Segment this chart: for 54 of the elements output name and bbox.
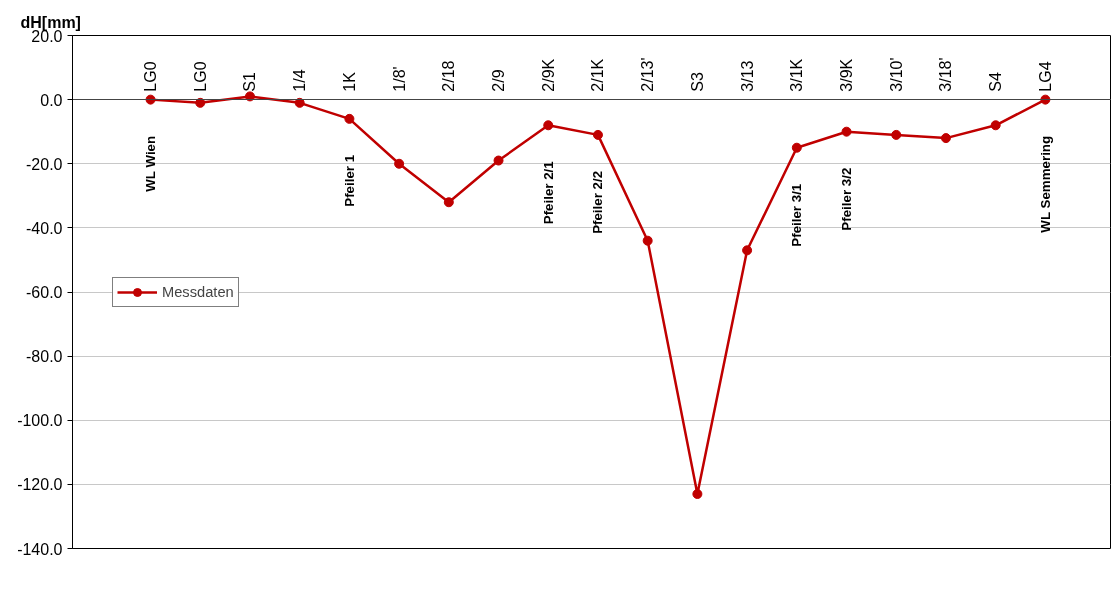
- y-tick-label: -80.0: [26, 348, 63, 366]
- point: [940, 133, 951, 144]
- point: [1040, 94, 1051, 105]
- x-tick-label: 2/9: [490, 69, 508, 92]
- point: [791, 142, 802, 153]
- point: [891, 129, 902, 140]
- x-tick-label: S3: [688, 71, 706, 92]
- point: [592, 129, 603, 140]
- x-tick-label: 2/18: [440, 60, 458, 92]
- annotation: Pfeiler 2/1: [540, 160, 556, 225]
- point: [543, 120, 554, 131]
- annotation: WL Wien: [143, 135, 159, 192]
- x-tick-label: 1K: [340, 71, 358, 92]
- x-tick-label: S4: [987, 71, 1005, 92]
- legend-label: Messdaten: [162, 283, 234, 300]
- annotation: Pfeiler 2/2: [590, 170, 606, 234]
- x-tick-label: 1/4: [291, 69, 309, 92]
- annotation: Pfeiler 3/1: [789, 183, 805, 247]
- y-tick-label: -140.0: [17, 540, 63, 558]
- x-tick-label: LG4: [1036, 61, 1054, 92]
- x-tick-label: S1: [241, 71, 259, 92]
- x-tick-label: 3/9K: [838, 58, 856, 92]
- x-tick-label: 3/13: [738, 60, 756, 92]
- point: [244, 91, 255, 102]
- point: [990, 120, 1001, 131]
- y-tick-label: -100.0: [17, 412, 63, 430]
- point: [841, 126, 852, 137]
- point: [692, 489, 703, 499]
- x-tick-label: 3/1K: [788, 58, 806, 92]
- point: [394, 158, 405, 169]
- x-tick-label: LG0: [142, 61, 160, 92]
- annotation: Pfeiler 1: [341, 154, 357, 207]
- y-tick-label: -60.0: [26, 284, 63, 301]
- point: [493, 155, 504, 166]
- x-tick-label: 2/13': [639, 57, 657, 92]
- x-tick-label: 2/9K: [539, 58, 557, 92]
- point: [195, 97, 206, 108]
- point: [344, 113, 355, 124]
- annotation: WL Semmering: [1037, 135, 1053, 233]
- x-tick-label: 3/18': [937, 57, 955, 92]
- annotation: Pfeiler 3/2: [839, 167, 855, 231]
- x-tick-label: 2/1K: [589, 58, 607, 92]
- y-tick-label: -40.0: [26, 219, 63, 237]
- y-tick-label: 0.0: [40, 91, 63, 109]
- point: [145, 94, 156, 105]
- x-tick-label: 3/10': [887, 57, 905, 92]
- point: [443, 197, 454, 208]
- x-tick-label: LG0: [191, 61, 209, 92]
- x-tick-label: 1/8': [390, 66, 408, 92]
- point: [294, 97, 305, 108]
- y-tick-label: -20.0: [26, 155, 63, 173]
- point: [742, 245, 753, 256]
- y-tick-label: -120.0: [17, 476, 63, 494]
- point: [642, 235, 653, 246]
